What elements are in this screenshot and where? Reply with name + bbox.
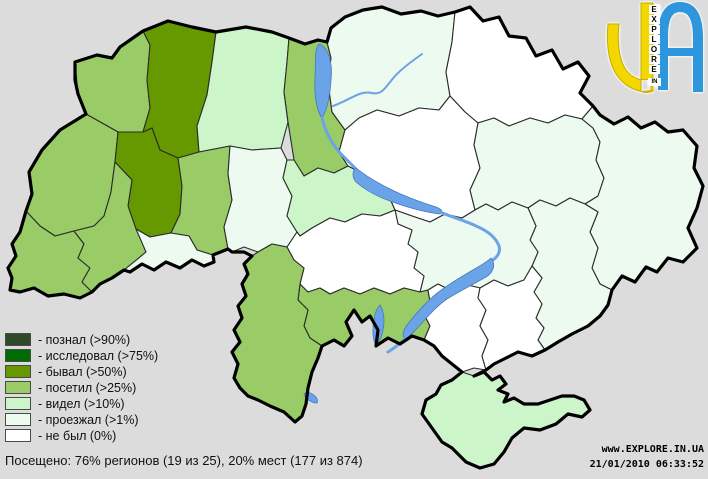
watermark-url[interactable]: www.EXPLORE.IN.UA bbox=[601, 444, 704, 455]
legend-label: - исследовал (>75%) bbox=[38, 348, 159, 363]
water-desna-river bbox=[332, 53, 423, 107]
logo-u-shape bbox=[606, 2, 654, 93]
logo-a-shape bbox=[658, 1, 703, 92]
map-legend: - познал (>90%) - исследовал (>75%) - быва… bbox=[5, 332, 159, 443]
legend-label: - не был (0%) bbox=[38, 428, 117, 443]
legend-item: - исследовал (>75%) bbox=[5, 348, 159, 363]
legend-label: - посетил (>25%) bbox=[38, 380, 137, 395]
legend-label: - познал (>90%) bbox=[38, 332, 131, 347]
logo-letter: R bbox=[648, 55, 660, 64]
logo-letter: P bbox=[648, 25, 660, 34]
legend-swatch-byval bbox=[5, 365, 31, 378]
water-dnipro-middle bbox=[438, 210, 501, 263]
logo-letter: E bbox=[648, 65, 660, 74]
region-crimea[interactable] bbox=[421, 371, 591, 469]
water-dnipro-upper bbox=[320, 116, 360, 173]
legend-swatch-issledoval bbox=[5, 349, 31, 362]
legend-swatch-poznal bbox=[5, 333, 31, 346]
legend-item: - проезжал (>1%) bbox=[5, 412, 158, 427]
logo-letter: O bbox=[648, 45, 660, 54]
logo-letter: L bbox=[648, 35, 660, 44]
legend-item: - познал (>90%) bbox=[5, 332, 158, 347]
legend-item: - посетил (>25%) bbox=[5, 380, 158, 395]
watermark-timestamp: 21/01/2010 06:33:52 bbox=[589, 459, 704, 470]
legend-swatch-ne_byl bbox=[5, 429, 31, 442]
legend-swatch-posetil bbox=[5, 381, 31, 394]
legend-label: - видел (>10%) bbox=[38, 396, 125, 411]
logo-in-text: IN bbox=[648, 78, 661, 86]
legend-item: - видел (>10%) bbox=[5, 396, 158, 411]
logo-letter: E bbox=[648, 5, 660, 14]
legend-item: - не был (0%) bbox=[5, 428, 158, 443]
logo-ua-glyph bbox=[606, 1, 703, 93]
legend-label: - бывал (>50%) bbox=[38, 364, 127, 379]
regions-layer bbox=[7, 6, 704, 469]
country-outline bbox=[6, 5, 705, 470]
region-kharkiv[interactable] bbox=[469, 114, 605, 211]
legend-item: - бывал (>50%) bbox=[5, 364, 158, 379]
legend-swatch-proezzhal bbox=[5, 413, 31, 426]
water-kremenchuk-reservoir bbox=[352, 167, 443, 215]
legend-label: - проезжал (>1%) bbox=[38, 412, 139, 427]
watermark: www.EXPLORE.IN.UA 21/01/2010 06:33:52 bbox=[590, 442, 704, 472]
status-bar: Посещено: 76% регионов (19 из 25), 20% м… bbox=[5, 453, 363, 468]
legend-swatch-videl bbox=[5, 397, 31, 410]
logo-letter: X bbox=[648, 15, 660, 24]
